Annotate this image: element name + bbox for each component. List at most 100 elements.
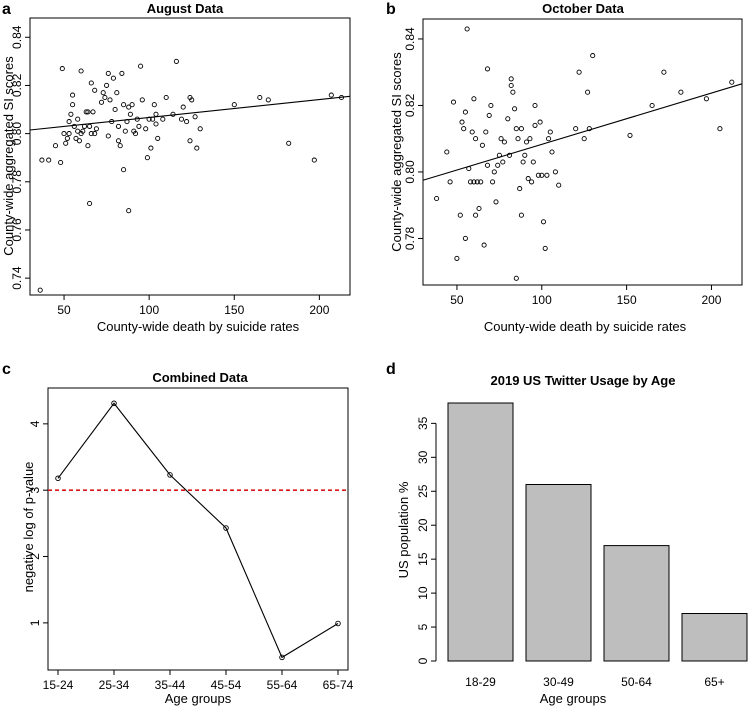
scatter-point-october: [513, 275, 519, 281]
y-axis-label-combined: negative log of p-value: [21, 462, 36, 593]
scatter-point-august: [136, 123, 142, 129]
y-axis-label-october: County-wide aggregated SI scores: [389, 52, 404, 252]
y-tick-label-twitter: 15: [416, 552, 430, 566]
p-value-point: [111, 400, 117, 407]
scatter-point-october: [552, 169, 558, 175]
plot-frame-august: [29, 17, 351, 296]
x-axis-ticks-twitter: 18-29 30-49 50-64 65+: [465, 675, 725, 689]
scatter-point-october: [490, 179, 496, 185]
scatter-point-october: [500, 159, 506, 165]
scatter-point-october: [498, 136, 504, 142]
scatter-point-october: [508, 76, 514, 82]
y-tick-label-august: 0.76: [10, 218, 24, 242]
scatter-point-october: [517, 186, 523, 192]
scatter-point-october: [703, 96, 709, 102]
p-value-points: [55, 400, 341, 661]
scatter-point-october: [459, 119, 465, 125]
scatter-point-october: [556, 182, 562, 188]
y-tick-label-twitter: 5: [416, 623, 430, 630]
scatter-point-october: [532, 122, 538, 128]
scatter-point-october: [495, 162, 501, 168]
trend-line-october: [422, 83, 743, 181]
scatter-point-august: [58, 159, 64, 166]
scatter-point-october: [542, 245, 548, 251]
scatter-point-october: [529, 179, 535, 185]
scatter-point-october: [483, 129, 489, 135]
panel-a: a August Data 50 100 150 200 0.740.760.780.…: [1, 1, 351, 334]
scatter-point-october: [547, 129, 553, 135]
scatter-point-october: [473, 212, 479, 218]
scatter-point-october: [518, 212, 524, 218]
scatter-point-august: [104, 82, 110, 88]
x-axis-label-august: County-wide death by suicide rates: [97, 319, 300, 334]
scatter-point-october: [471, 96, 477, 102]
scatter-point-october: [522, 152, 528, 158]
y-tick-label-october: 0.78: [403, 226, 417, 250]
scatter-points-october: [434, 26, 735, 281]
y-tick-label-august: 0.82: [10, 73, 24, 97]
y-tick-label-twitter: 25: [416, 484, 430, 498]
x-axis-ticks-august: 50 100 150 200: [57, 295, 330, 317]
scatter-point-august: [153, 111, 159, 117]
scatter-point-august: [126, 208, 132, 214]
scatter-point-october: [457, 212, 463, 218]
y-axis-ticks-october: 0.78 0.80 0.82 0.84: [403, 27, 423, 250]
scatter-point-august: [153, 121, 159, 127]
scatter-point-august: [105, 133, 111, 139]
p-value-line: [57, 402, 339, 659]
scatter-point-october: [434, 195, 440, 202]
x-tick-label-combined: 35-44: [155, 678, 186, 692]
scatter-point-october: [467, 179, 474, 185]
scatter-point-august: [107, 97, 113, 103]
scatter-point-august: [117, 143, 123, 149]
scatter-point-october: [461, 126, 467, 132]
scatter-point-august: [189, 97, 195, 103]
scatter-point-august: [75, 128, 81, 134]
scatter-point-october: [450, 99, 457, 105]
y-tick-label-august: 0.84: [10, 25, 24, 49]
scatter-point-august: [178, 116, 185, 122]
scatter-point-august: [180, 104, 186, 110]
scatter-point-october: [444, 149, 450, 155]
scatter-point-august: [46, 157, 52, 163]
x-tick-label-combined: 55-64: [267, 678, 298, 692]
x-tick-label-august: 100: [139, 303, 159, 317]
x-tick-label-combined: 65-74: [323, 678, 354, 692]
y-axis-ticks-august: 0.74 0.76 0.78 0.80 0.82 0.84: [10, 25, 30, 290]
scatter-point-october: [484, 162, 491, 168]
scatter-point-october: [462, 235, 468, 241]
scatter-point-august: [92, 87, 98, 93]
scatter-point-august: [184, 119, 190, 125]
scatter-point-august: [144, 155, 150, 161]
scatter-point-august: [163, 94, 169, 101]
plot-frame-combined: [47, 387, 349, 671]
scatter-points-august: [37, 58, 345, 293]
scatter-point-october: [518, 126, 524, 132]
scatter-point-october: [481, 242, 487, 248]
scatter-point-august: [148, 145, 154, 151]
scatter-point-august: [192, 114, 198, 120]
panel-letter-b: b: [386, 1, 396, 18]
y-tick-label-twitter: 30: [416, 450, 430, 464]
x-tick-label-august: 150: [224, 303, 244, 317]
scatter-point-august: [112, 106, 118, 113]
chart-title-august: August Data: [147, 1, 224, 16]
y-tick-label-august: 0.74: [10, 266, 24, 290]
scatter-point-october: [508, 82, 514, 89]
scatter-point-october: [576, 69, 582, 75]
scatter-point-august: [173, 58, 179, 64]
scatter-point-october: [661, 69, 667, 75]
scatter-point-august: [61, 131, 67, 137]
scatter-point-october: [535, 172, 541, 178]
scatter-point-august: [87, 200, 93, 207]
scatter-point-august: [59, 66, 65, 72]
scatter-point-october: [462, 109, 468, 115]
scatter-point-october: [717, 126, 723, 132]
panel-letter-d: d: [386, 361, 396, 378]
scatter-point-october: [678, 89, 684, 95]
scatter-point-october: [544, 172, 550, 178]
scatter-point-august: [311, 157, 317, 163]
scatter-point-october: [520, 159, 526, 165]
trend-line-august: [29, 95, 351, 131]
